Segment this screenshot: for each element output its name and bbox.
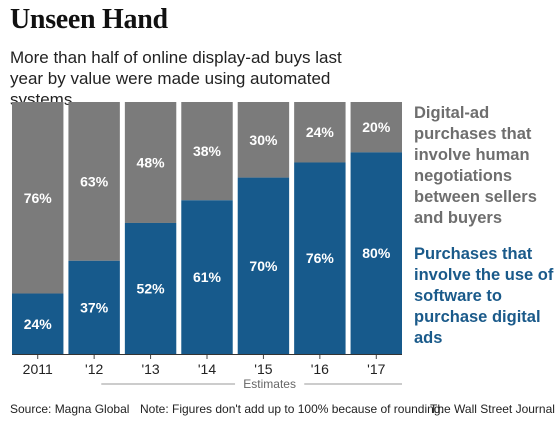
bar-human-2 (124, 102, 177, 223)
bar-human-4 (237, 102, 290, 178)
bar-human-1 (68, 102, 120, 261)
bar-automated-6 (350, 152, 402, 354)
bar-human-0 (12, 102, 64, 294)
bar-label-human-4: 30% (249, 132, 278, 148)
bar-human-3 (181, 102, 233, 201)
bar-automated-0 (12, 293, 64, 354)
chart-subtitle: More than half of online display-ad buys… (10, 48, 342, 109)
x-tick-label-5: '16 (311, 361, 329, 377)
bar-label-automated-2: 52% (137, 280, 166, 296)
publisher-credit: The Wall Street Journal (430, 402, 555, 416)
x-tick-label-0: 2011 (23, 361, 53, 377)
bar-label-human-2: 48% (137, 154, 166, 170)
x-tick-label-1: '12 (85, 361, 103, 377)
chart-title: Unseen Hand (10, 4, 168, 35)
bar-label-automated-3: 61% (193, 269, 222, 285)
estimates-label: Estimates (243, 377, 296, 391)
bar-label-automated-6: 80% (362, 245, 391, 261)
x-tick-label-3: '14 (198, 361, 216, 377)
rounding-note: Note: Figures don't add up to 100% becau… (140, 402, 444, 416)
bar-label-automated-1: 37% (80, 299, 109, 315)
source-note: Source: Magna Global (10, 402, 130, 416)
bar-label-human-5: 24% (306, 124, 335, 140)
bar-human-6 (350, 102, 402, 153)
bar-label-automated-5: 76% (306, 250, 335, 266)
x-tick-label-4: '15 (254, 361, 272, 377)
x-tick-label-2: '13 (141, 361, 159, 377)
bar-automated-2 (124, 222, 177, 354)
bar-automated-1 (68, 260, 120, 354)
bar-label-human-6: 20% (362, 119, 391, 135)
legend-automated-purchases: Purchases that involve the use of softwa… (414, 245, 554, 347)
legend-human-negotiation: Digital-ad purchases that involve human … (414, 104, 537, 227)
bar-automated-4 (237, 177, 290, 354)
bar-label-human-3: 38% (193, 143, 222, 159)
bar-automated-3 (181, 200, 233, 354)
bar-label-automated-4: 70% (249, 258, 278, 274)
bar-label-automated-0: 24% (24, 316, 53, 332)
x-tick-label-6: '17 (367, 361, 385, 377)
bar-label-human-0: 76% (24, 190, 53, 206)
bar-automated-5 (294, 162, 346, 354)
bar-human-5 (294, 102, 346, 163)
bar-label-human-1: 63% (80, 173, 109, 189)
